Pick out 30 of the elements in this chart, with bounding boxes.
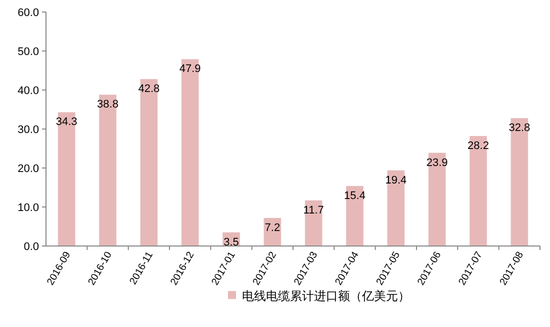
data-label: 23.9	[426, 156, 448, 169]
y-tick-label: 0.0	[24, 241, 39, 253]
data-label: 3.5	[224, 236, 239, 248]
data-label: 42.8	[138, 83, 160, 96]
y-tick-label: 50.0	[18, 46, 39, 58]
bar	[346, 186, 364, 246]
bar	[428, 152, 446, 246]
data-label: 19.4	[385, 174, 407, 186]
bar	[140, 79, 158, 246]
data-label: 7.2	[264, 222, 280, 234]
y-tick-label: 30.0	[18, 124, 39, 136]
bar	[470, 136, 487, 246]
y-tick-label: 20.0	[18, 163, 39, 175]
legend-label: 电线电缆累计进口额（亿美元）	[242, 289, 410, 303]
bar	[181, 59, 199, 246]
bar	[510, 118, 528, 246]
bar	[304, 200, 322, 246]
data-label: 11.7	[303, 204, 324, 216]
data-label: 47.9	[179, 63, 201, 76]
y-tick-label: 10.0	[18, 202, 39, 214]
data-label: 38.8	[97, 98, 118, 111]
y-tick-label: 60.0	[18, 7, 39, 19]
data-label: 28.2	[468, 140, 489, 152]
bar	[387, 170, 405, 246]
data-label: 32.8	[508, 122, 530, 134]
y-tick-label: 40.0	[18, 85, 39, 97]
data-label: 15.4	[344, 190, 366, 202]
data-label: 34.3	[56, 116, 78, 128]
bar	[58, 112, 76, 246]
bar	[99, 94, 116, 246]
